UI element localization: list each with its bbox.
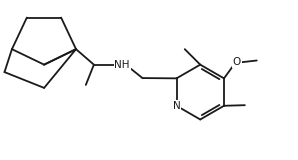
- Text: N: N: [173, 101, 180, 111]
- Text: NH: NH: [114, 60, 130, 70]
- Text: O: O: [233, 57, 241, 67]
